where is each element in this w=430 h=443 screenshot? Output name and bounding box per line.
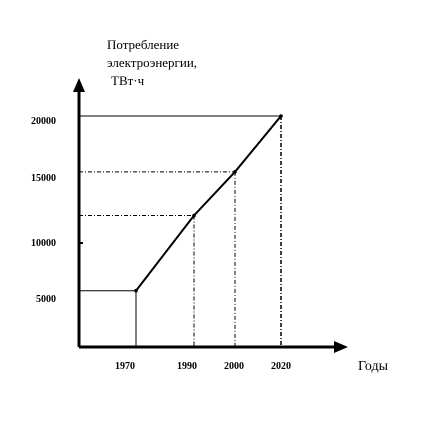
y-axis-title-line-1: Потребление [107, 37, 180, 52]
tick-labels: 5000 10000 15000 20000 1970 1990 2000 2020 [31, 116, 291, 372]
axes [73, 78, 348, 353]
x-axis-arrow [334, 341, 348, 353]
series-line [135, 115, 282, 292]
x-tick-label-1990: 1990 [177, 361, 197, 372]
y-tick-label-15000: 15000 [31, 173, 56, 184]
data-point-2020 [279, 114, 283, 118]
x-tick-label-1970: 1970 [115, 361, 135, 372]
series-group [134, 114, 283, 293]
x-tick-label-2000: 2000 [224, 361, 244, 372]
data-point-1970 [134, 288, 138, 293]
data-point-2000 [233, 170, 237, 174]
y-tick-label-20000: 20000 [31, 116, 56, 127]
y-tick-label-5000: 5000 [36, 294, 56, 305]
data-point-1990 [192, 213, 196, 218]
y-axis-title: Потребление электроэнергии, ТВт·ч [107, 36, 197, 90]
y-tick-label-10000: 10000 [31, 238, 56, 249]
y-axis-title-line-3: ТВт·ч [111, 73, 145, 88]
y-axis-arrow [73, 78, 85, 92]
y-axis-title-line-2: электроэнергии, [107, 55, 198, 70]
guide-lines [79, 115, 282, 347]
x-axis-title: Годы [358, 359, 388, 374]
x-tick-label-2020: 2020 [271, 361, 291, 372]
